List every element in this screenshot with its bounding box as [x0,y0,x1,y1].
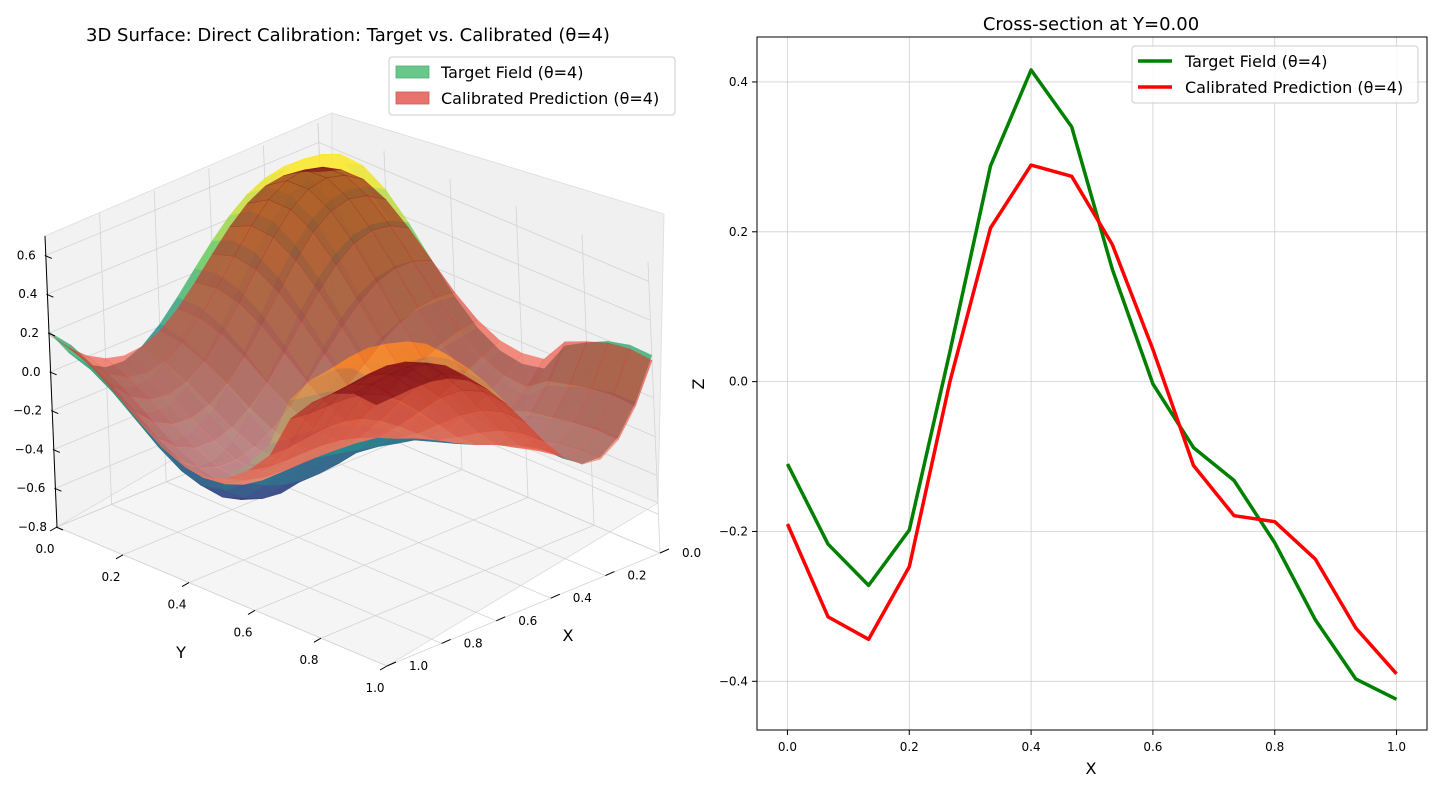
back-grid-y [647,261,661,554]
y-tick-label: 0.0 [35,542,54,556]
cross-section-lines [785,68,1398,701]
target-field-line [785,68,1398,701]
z-tick-label: 0.0 [22,365,41,379]
cross-section-legend: Target Field (θ=4) Calibrated Prediction… [1131,45,1419,104]
z-axis-line [44,235,58,528]
x-tick-label: 1.0 [1387,740,1406,754]
z-tick-label: 0.2 [20,326,39,340]
y-tick-label: 0.6 [233,625,252,639]
x-tick-label: 0.6 [1143,740,1162,754]
x-tick-label: 0.8 [464,636,483,650]
x-tick-label: 0.0 [682,546,701,560]
z-tick-label: −0.8 [18,520,47,534]
floor-grid-y [254,497,529,611]
legend-swatch-calibrated [395,91,430,105]
x-tick-label: 0.6 [518,614,537,628]
cross-section-y-label: Z [689,378,708,389]
z-tick-label: −0.2 [13,404,42,418]
z-tick-label: −0.4 [15,442,44,456]
legend-label-target: Target Field (θ=4) [440,63,583,82]
z-tick-mark [55,526,64,531]
x-tick-label: 0.4 [1022,740,1041,754]
x-tick-label: 0.8 [1265,740,1284,754]
y-axis-label: Y [175,643,186,662]
y-axis-ticks: 0.0 0.2 0.4 0.6 0.8 1.0 [35,526,388,695]
z-grid [45,141,649,282]
x-axis-ticks: 0.0 0.2 0.4 0.6 0.8 1.0 [386,546,701,673]
legend-swatch-target [395,65,430,79]
y-tick-label: 0.8 [299,653,318,667]
y-tick-label: 0.0 [729,375,748,389]
z-tick-label: 0.6 [17,248,36,262]
x-axis-label: X [563,626,574,645]
floor-grid-x [56,526,388,667]
x-tick-mark [605,571,615,577]
y-tick-mark [247,609,256,615]
x-tick-mark [495,616,506,622]
y-tick-label: 0.2 [729,225,748,239]
z-tick-mark [44,254,52,259]
y-tick-mark [313,637,322,643]
z-tick-mark [47,332,56,337]
surface-legend: Target Field (θ=4) Calibrated Prediction… [388,56,676,116]
x-tick-label: 1.0 [409,659,428,673]
z-tick-mark [54,487,62,492]
y-tick-label: −0.2 [719,524,748,538]
y-tick-mark [49,526,58,532]
z-axis-ticks: −0.8 −0.6 −0.4 −0.2 0.0 0.2 0.4 0.6 [13,248,64,534]
floor-grid-x [166,481,497,622]
y-tick-label: 1.0 [365,681,384,695]
surface-title: 3D Surface: Direct Calibration: Target v… [86,25,610,46]
y-tick-label: 0.4 [729,75,748,89]
z-tick-label: −0.6 [16,481,45,495]
x-tick-label: 0.4 [573,591,592,605]
calibrated-surface [48,166,653,485]
cross-section-y-ticks: −0.4 −0.2 0.0 0.2 0.4 [719,75,757,688]
cross-section-panel: Cross-section at Y=0.00 0.0 0.2 0.4 0.6 0.8 1… [689,14,1428,778]
surface-3d-panel: 3D Surface: Direct Calibration: Target v… [13,25,701,695]
floor-grid-x [111,504,442,644]
plot-area [757,37,1427,730]
floor-grid-y [320,524,595,639]
z-tick-mark [51,410,59,415]
floor-grid-y [188,469,463,583]
legend-label-calibrated: Calibrated Prediction (θ=4) [441,89,659,108]
y-tick-label: 0.2 [101,570,120,584]
x-tick-label: 0.0 [778,740,797,754]
x-tick-label: 0.2 [627,569,646,583]
y-tick-label: 0.4 [167,598,186,612]
x-tick-label: 0.2 [900,740,919,754]
cross-section-x-label: X [1086,759,1097,778]
z-tick-mark [49,371,57,376]
cross-section-legend-box [1131,45,1419,104]
cross-section-title: Cross-section at Y=0.00 [983,14,1199,35]
z-tick-mark [46,293,54,298]
calibrated-surface-patch [353,383,395,406]
legend-text-calibrated: Calibrated Prediction (θ=4) [1185,78,1403,97]
y-tick-label: −0.4 [719,674,748,688]
x-tick-mark [550,593,561,599]
y-tick-mark [379,665,388,671]
cross-section-x-ticks: 0.0 0.2 0.4 0.6 0.8 1.0 [778,730,1406,754]
y-tick-mark [181,582,190,588]
x-tick-mark [441,638,451,644]
z-tick-mark [52,448,60,453]
surface-legend-box [388,56,676,116]
x-tick-mark [386,661,397,667]
calibrated-prediction-line [785,163,1398,675]
x-tick-mark [659,548,670,554]
y-tick-mark [115,554,124,560]
plot-frame [756,36,1428,731]
legend-text-target: Target Field (θ=4) [1184,52,1327,71]
z-tick-label: 0.4 [18,287,37,301]
